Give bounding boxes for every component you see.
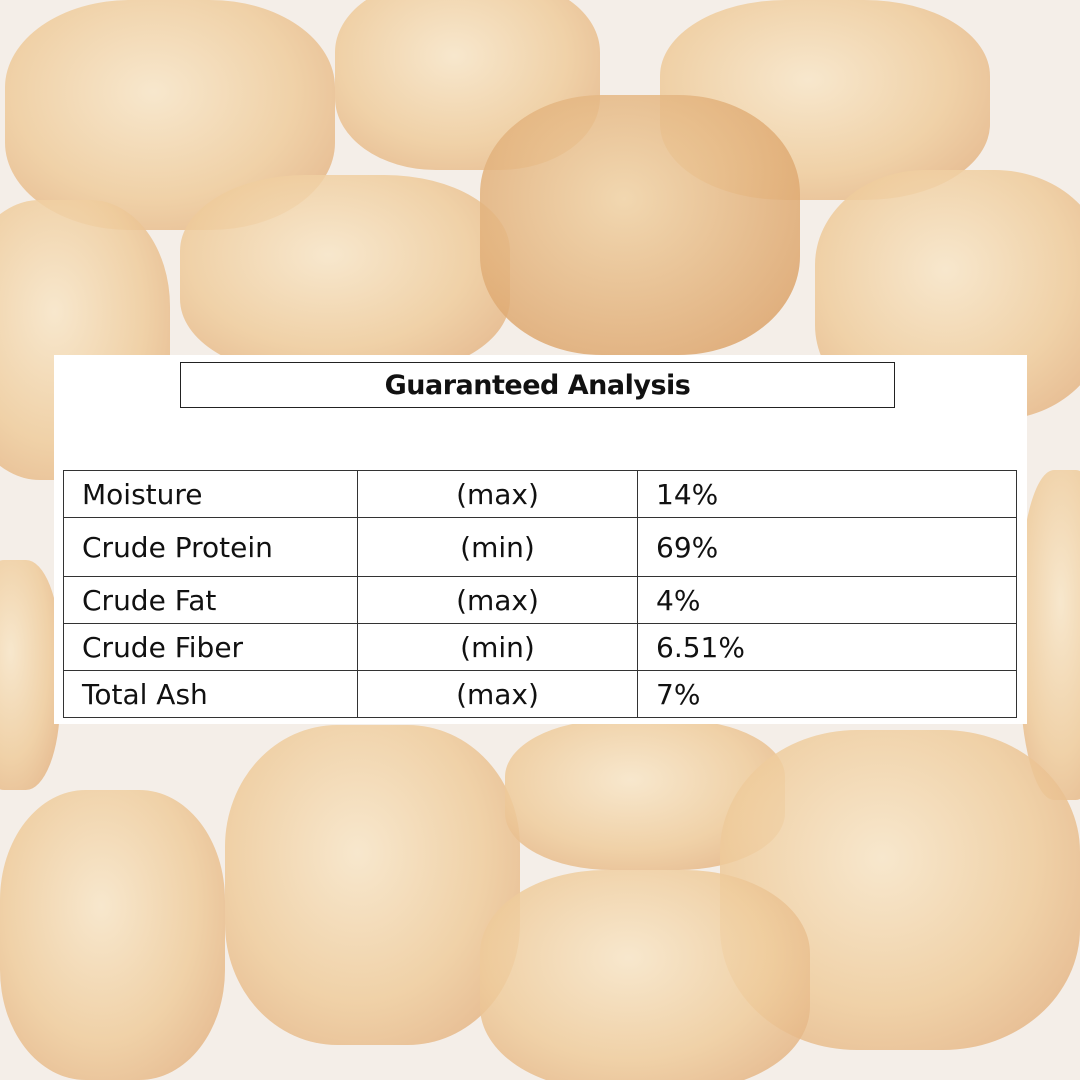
value-cell: 69% (637, 517, 1017, 577)
table-title: Guaranteed Analysis (180, 362, 895, 408)
nutrient-cell: Crude Protein (63, 517, 358, 577)
qualifier-cell: (min) (357, 517, 638, 577)
table-row: Total Ash (max) 7% (63, 670, 1017, 718)
nutrient-cell: Total Ash (63, 670, 358, 718)
nutrient-cell: Crude Fiber (63, 623, 358, 671)
table-row: Crude Fiber (min) 6.51% (63, 623, 1017, 671)
nutrient-cell: Crude Fat (63, 576, 358, 624)
qualifier-cell: (max) (357, 670, 638, 718)
value-cell: 4% (637, 576, 1017, 624)
qualifier-cell: (min) (357, 623, 638, 671)
table-row: Crude Fat (max) 4% (63, 576, 1017, 624)
value-cell: 14% (637, 470, 1017, 518)
table-row: Crude Protein (min) 69% (63, 517, 1017, 577)
value-cell: 7% (637, 670, 1017, 718)
qualifier-cell: (max) (357, 470, 638, 518)
value-cell: 6.51% (637, 623, 1017, 671)
qualifier-cell: (max) (357, 576, 638, 624)
guaranteed-analysis-table: Moisture (max) 14% Crude Protein (min) 69% Cru… (63, 470, 1017, 718)
table-row: Moisture (max) 14% (63, 470, 1017, 518)
guaranteed-analysis-panel: Guaranteed Analysis Moisture (max) 14% Crud… (54, 355, 1027, 724)
nutrient-cell: Moisture (63, 470, 358, 518)
